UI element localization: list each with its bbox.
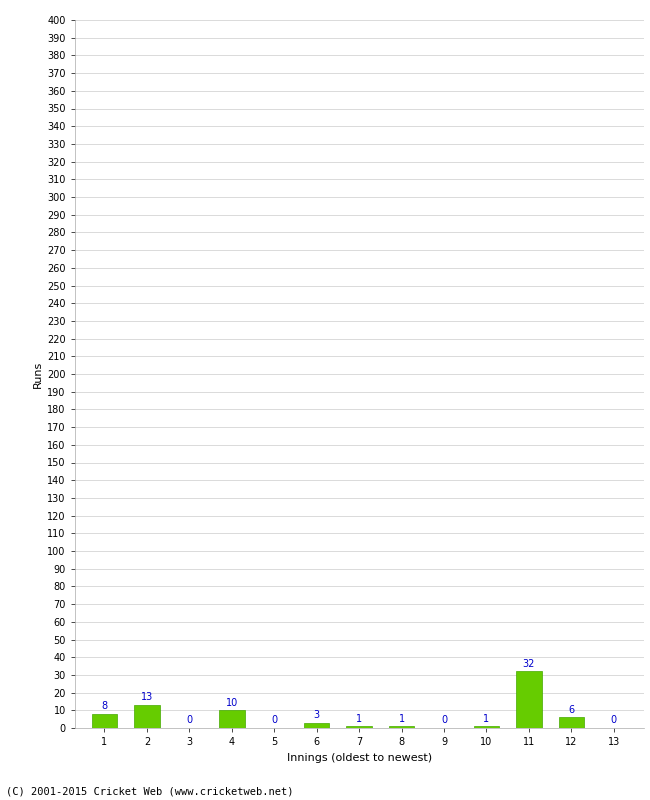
Text: 0: 0: [271, 715, 278, 726]
Text: 6: 6: [568, 705, 575, 714]
Bar: [304, 722, 330, 728]
Bar: [389, 726, 414, 728]
Text: 10: 10: [226, 698, 238, 708]
Text: 1: 1: [356, 714, 362, 723]
Text: 0: 0: [611, 715, 617, 726]
Bar: [474, 726, 499, 728]
Y-axis label: Runs: Runs: [33, 360, 43, 388]
Bar: [219, 710, 244, 728]
Bar: [92, 714, 117, 728]
Text: 0: 0: [187, 715, 192, 726]
Bar: [346, 726, 372, 728]
Bar: [134, 705, 160, 728]
Text: 0: 0: [441, 715, 447, 726]
Text: 13: 13: [141, 692, 153, 702]
Text: (C) 2001-2015 Cricket Web (www.cricketweb.net): (C) 2001-2015 Cricket Web (www.cricketwe…: [6, 786, 294, 796]
Text: 3: 3: [313, 710, 320, 720]
Text: 1: 1: [398, 714, 405, 723]
Text: 1: 1: [484, 714, 489, 723]
Text: 32: 32: [523, 658, 535, 669]
Bar: [558, 718, 584, 728]
Text: 8: 8: [101, 701, 107, 711]
X-axis label: Innings (oldest to newest): Innings (oldest to newest): [287, 753, 432, 762]
Bar: [516, 671, 541, 728]
